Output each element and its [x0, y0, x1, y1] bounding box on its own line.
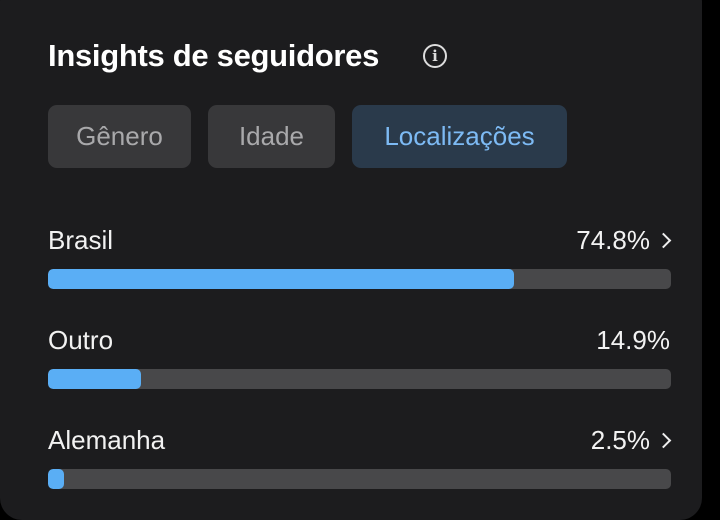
bar [48, 269, 514, 289]
bar-track [48, 369, 671, 389]
row-value[interactable]: 2.5% [590, 425, 650, 455]
bar [48, 369, 141, 389]
row-label: Outro [48, 325, 114, 355]
tab[interactable]: Idade [208, 105, 335, 168]
tab-selected[interactable]: Localizações [352, 105, 567, 168]
screen: Insights de seguidores i Gênero Idade Lo… [0, 0, 702, 520]
row-label: Brasil [48, 225, 114, 255]
insights-card [0, 0, 702, 520]
bar-track [48, 269, 671, 289]
bar [48, 469, 64, 489]
row-value: 14.9% [596, 325, 670, 355]
tab[interactable]: Gênero [48, 105, 191, 168]
bar-track [48, 469, 671, 489]
title: Insights de seguidores [48, 38, 380, 73]
row-value[interactable]: 74.8% [576, 225, 650, 255]
row-label: Alemanha [48, 425, 166, 455]
info-icon[interactable]: i [423, 44, 447, 68]
